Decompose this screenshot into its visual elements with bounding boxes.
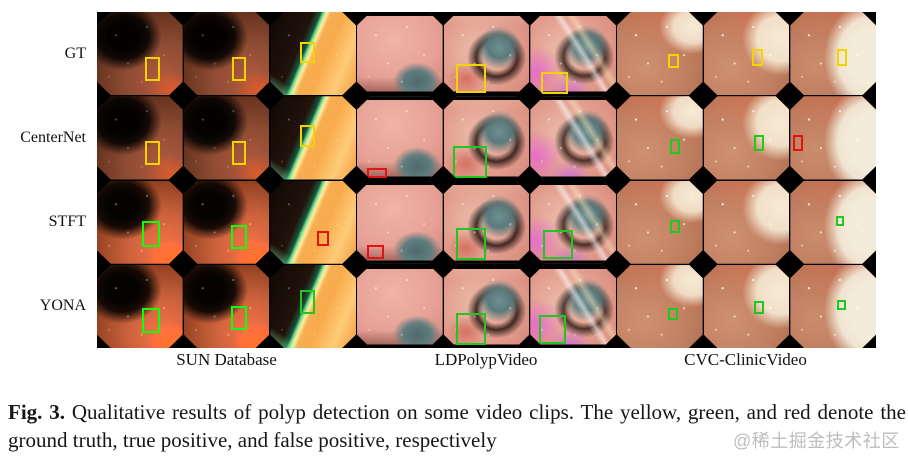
endoscopy-frame	[703, 180, 790, 264]
bbox-true-positive	[142, 308, 160, 333]
endoscopy-frame	[703, 264, 790, 348]
bbox-false-positive	[316, 231, 329, 247]
row-label-centernet: CenterNet	[20, 129, 86, 146]
bbox-true-positive	[453, 146, 488, 178]
bbox-ground-truth	[144, 56, 160, 82]
caption-figure-number: Fig. 3.	[8, 400, 66, 424]
endoscopy-frame	[790, 96, 876, 180]
endoscopy-frame	[616, 180, 703, 264]
bbox-true-positive	[670, 138, 681, 154]
bbox-true-positive	[230, 306, 248, 330]
endoscopy-frame	[356, 96, 443, 180]
bbox-ground-truth	[300, 41, 315, 63]
endoscopy-frame	[97, 96, 183, 180]
endoscopy-frame	[790, 180, 876, 264]
endoscopy-frame	[530, 12, 616, 96]
endoscopy-frame	[97, 264, 183, 348]
endoscopy-frame	[443, 264, 530, 348]
bbox-ground-truth	[836, 48, 847, 67]
endoscopy-frame	[183, 96, 270, 180]
endoscopy-frame	[790, 12, 876, 96]
bbox-ground-truth	[231, 141, 247, 166]
endoscopy-frame	[530, 96, 616, 180]
row-label-stft: STFT	[48, 213, 86, 230]
dataset-label-sun-database: SUN Database	[176, 350, 277, 369]
endoscopy-frame	[530, 264, 616, 348]
endoscopy-frame	[97, 12, 183, 96]
bbox-ground-truth	[144, 141, 160, 166]
bbox-true-positive	[455, 313, 486, 345]
watermark: @稀土掘金技术社区	[733, 431, 900, 451]
bbox-ground-truth	[455, 64, 486, 93]
bbox-true-positive	[754, 135, 765, 152]
endoscopy-frame	[616, 264, 703, 348]
bbox-ground-truth	[667, 53, 679, 68]
endoscopy-frame	[270, 96, 356, 180]
endoscopy-frame	[97, 180, 183, 264]
endoscopy-frame	[183, 180, 270, 264]
endoscopy-frame	[356, 264, 443, 348]
bbox-true-positive	[543, 230, 574, 259]
endoscopy-frame	[790, 264, 876, 348]
dataset-label-ldpolypvideo: LDPolypVideo	[434, 350, 538, 369]
endoscopy-frame	[530, 180, 616, 264]
endoscopy-frame	[356, 12, 443, 96]
bbox-true-positive	[142, 221, 160, 248]
bbox-ground-truth	[300, 125, 315, 148]
endoscopy-frame	[443, 180, 530, 264]
endoscopy-frame	[616, 96, 703, 180]
bbox-true-positive	[835, 216, 845, 227]
bbox-false-positive	[792, 134, 804, 152]
endoscopy-frame	[270, 180, 356, 264]
figure-image-grid	[97, 12, 876, 348]
endoscopy-frame	[443, 12, 530, 96]
bbox-ground-truth	[231, 56, 247, 82]
endoscopy-frame	[703, 12, 790, 96]
endoscopy-frame	[183, 264, 270, 348]
caption-text: Qualitative results of polyp detection o…	[8, 400, 907, 452]
bbox-ground-truth	[752, 48, 763, 67]
endoscopy-frame	[270, 264, 356, 348]
row-labels-column: GT CenterNet STFT YONA	[0, 12, 92, 348]
endoscopy-frame	[270, 12, 356, 96]
bbox-false-positive	[367, 167, 387, 178]
bbox-true-positive	[837, 299, 846, 310]
bbox-true-positive	[455, 227, 486, 260]
figure-caption: Fig. 3. Qualitative results of polyp det…	[8, 398, 906, 454]
dataset-label-cvc-clinicvideo: CVC-ClinicVideo	[684, 350, 807, 369]
row-label-yona: YONA	[39, 297, 86, 314]
endoscopy-frame	[616, 12, 703, 96]
row-label-gt: GT	[64, 45, 86, 62]
endoscopy-frame	[443, 96, 530, 180]
bbox-false-positive	[367, 245, 384, 259]
bbox-true-positive	[667, 308, 678, 320]
bbox-true-positive	[538, 314, 567, 344]
endoscopy-frame	[183, 12, 270, 96]
bbox-ground-truth	[540, 71, 568, 94]
bbox-true-positive	[300, 289, 315, 314]
endoscopy-frame	[703, 96, 790, 180]
bbox-true-positive	[230, 224, 248, 249]
bbox-true-positive	[670, 220, 680, 233]
bbox-true-positive	[754, 301, 765, 314]
endoscopy-frame	[356, 180, 443, 264]
